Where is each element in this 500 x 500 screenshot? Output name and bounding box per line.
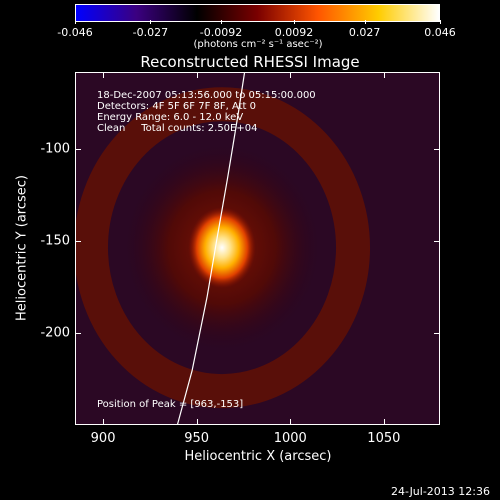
annotation-time-range: 18-Dec-2007 05:13:56.000 to 05:15:00.000	[97, 90, 316, 101]
y-tick-mark	[434, 333, 440, 335]
y-tick-label: -200	[40, 325, 70, 341]
chart-title: Reconstructed RHESSI Image	[140, 53, 360, 71]
x-tick-mark	[383, 72, 385, 78]
colorbar-tick-label: 0.0092	[274, 26, 314, 39]
y-tick-mark	[434, 241, 440, 243]
x-axis-label: Heliocentric X (arcsec)	[184, 449, 332, 464]
x-tick-mark	[103, 72, 105, 78]
x-tick-mark	[290, 72, 292, 78]
peak-source	[188, 207, 256, 289]
colorbar-tick	[75, 20, 76, 24]
colorbar-tick	[364, 20, 366, 24]
x-tick-mark	[103, 419, 105, 425]
annotation-energy: Energy Range: 6.0 - 12.0 keV	[97, 112, 244, 123]
x-tick-label: 950	[184, 431, 210, 446]
colorbar-unit-label: (photons cm⁻² s⁻¹ asec⁻²)	[193, 39, 323, 50]
colorbar-tick	[221, 20, 222, 24]
colorbar-tick-label: 0.027	[348, 26, 381, 39]
solar-limb-line	[176, 73, 246, 424]
x-tick-mark	[383, 419, 385, 425]
colorbar-tick	[440, 20, 441, 24]
x-tick-mark	[290, 419, 292, 425]
rhessi-image	[76, 73, 439, 424]
y-tick-mark	[75, 149, 81, 151]
colorbar-tick-label: -0.0092	[199, 26, 243, 39]
y-tick-mark	[75, 241, 81, 243]
colorbar-tick-label: -0.046	[57, 26, 93, 39]
y-tick-label: -150	[40, 233, 70, 249]
plot-area: 18-Dec-2007 05:13:56.000 to 05:15:00.000…	[75, 72, 440, 425]
colorbar-tick	[150, 20, 152, 24]
x-tick-label: 1050	[367, 431, 401, 446]
y-axis-label: Heliocentric Y (arcsec)	[14, 175, 30, 321]
colorbar	[75, 4, 440, 22]
x-tick-label: 900	[90, 431, 116, 446]
colorbar-tick-label: 0.046	[424, 26, 456, 39]
y-tick-mark	[75, 333, 81, 335]
y-tick-label: -100	[40, 141, 70, 157]
colorbar-tick	[294, 20, 295, 24]
x-tick-label: 1000	[273, 431, 307, 446]
x-tick-mark	[196, 72, 198, 78]
colorbar-tick-label: -0.027	[132, 26, 169, 39]
annotation-detectors: Detectors: 4F 5F 6F 7F 8F, Att 0	[97, 101, 257, 112]
timestamp: 24-Jul-2013 12:36	[390, 485, 490, 498]
outer-ring	[76, 87, 370, 409]
y-tick-mark	[434, 149, 440, 151]
annotation-peak-position: Position of Peak = [963,-153]	[97, 399, 244, 410]
x-tick-mark	[196, 419, 198, 425]
annotation-clean: Clean Total counts: 2.50E+04	[97, 123, 258, 134]
